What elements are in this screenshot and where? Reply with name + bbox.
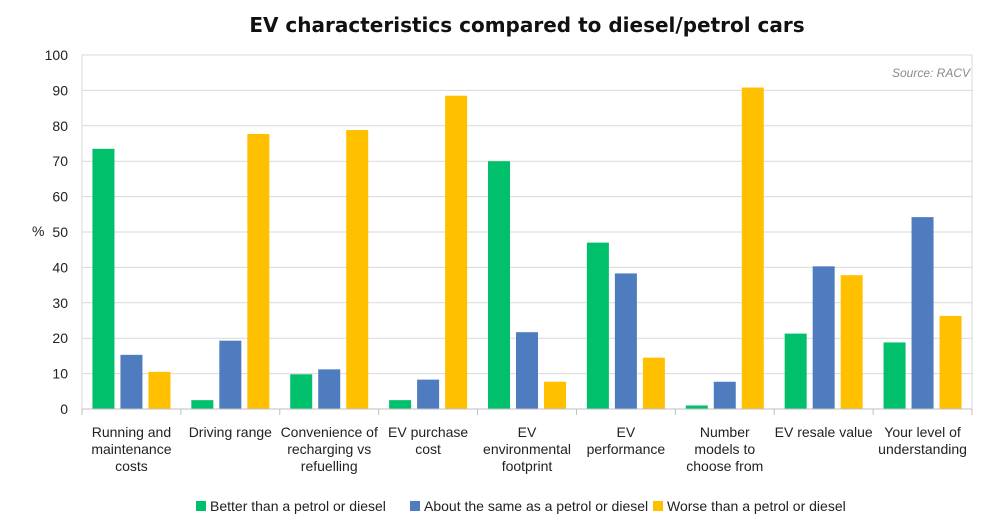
bar [488, 161, 510, 409]
x-tick-label: EV purchase cost [388, 424, 468, 457]
bar [92, 148, 115, 409]
bar [516, 332, 538, 409]
chart-title: EV characteristics compared to diesel/pe… [249, 13, 804, 37]
legend-swatch [196, 501, 206, 511]
bar [290, 374, 313, 409]
bar [784, 333, 807, 409]
bar [148, 371, 171, 409]
bar [741, 87, 764, 410]
bar [812, 266, 835, 409]
y-tick-label: 100 [45, 47, 69, 63]
bar [389, 400, 412, 409]
bar [318, 369, 341, 409]
bar [883, 342, 906, 409]
bar [247, 133, 270, 409]
x-tick-label: Your level of understanding [878, 424, 967, 457]
bar [713, 381, 736, 409]
x-tick-label: EV performance [587, 424, 666, 457]
legend-swatch [410, 501, 420, 511]
bar [614, 273, 637, 409]
y-tick-label: 10 [52, 366, 68, 382]
bar [911, 217, 934, 409]
y-axis-label: % [32, 223, 44, 239]
bar [417, 379, 440, 409]
y-tick-label: 30 [52, 295, 68, 311]
bar [346, 130, 369, 409]
y-tick-label: 0 [60, 401, 68, 417]
x-tick-label: Running and maintenance costs [91, 424, 171, 474]
y-tick-label: 70 [52, 153, 68, 169]
bar [544, 381, 566, 409]
bar [120, 354, 143, 409]
x-tick-label: EV resale value [775, 424, 873, 440]
bar [445, 95, 468, 410]
x-tick-label: EV environmental footprint [483, 424, 571, 474]
x-tick-label: Driving range [189, 424, 272, 440]
y-tick-label: 80 [52, 118, 68, 134]
bar [642, 357, 665, 409]
bar [191, 400, 214, 409]
x-tick-label: Number models to choose from [686, 424, 763, 474]
bar [840, 275, 863, 409]
x-tick-label: Convenience of recharging vs refuelling [281, 424, 378, 474]
legend-label: Better than a petrol or diesel [210, 498, 386, 514]
y-tick-label: 20 [52, 330, 68, 346]
legend-swatch [653, 501, 663, 511]
bar [586, 242, 609, 409]
y-tick-label: 90 [52, 82, 68, 98]
y-tick-label: 50 [52, 224, 68, 240]
y-tick-label: 60 [52, 189, 68, 205]
legend-label: About the same as a petrol or diesel [424, 498, 648, 514]
source-note: Source: RACV [892, 66, 971, 80]
bar [685, 405, 708, 409]
bar [939, 315, 962, 409]
legend-label: Worse than a petrol or diesel [667, 498, 846, 514]
bar [219, 340, 242, 409]
y-tick-label: 40 [52, 259, 68, 275]
